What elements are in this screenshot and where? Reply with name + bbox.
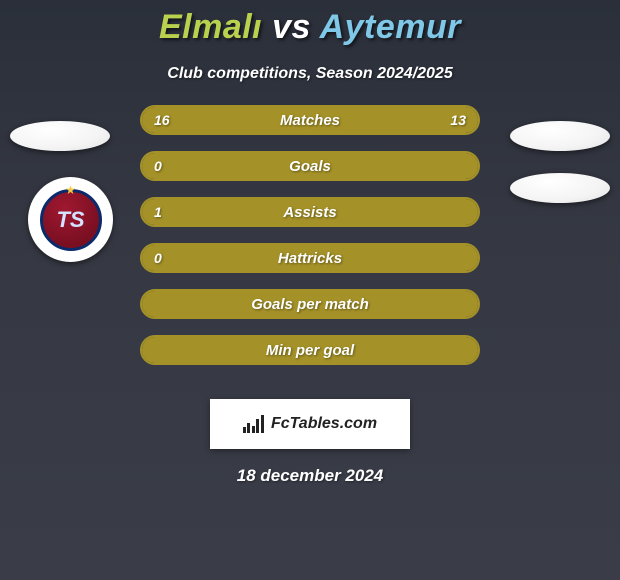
stat-value-left: 0 [154, 250, 162, 266]
stat-label: Goals [289, 158, 331, 175]
stat-label: Assists [283, 204, 336, 221]
stat-bar: 16 Matches 13 [140, 105, 480, 135]
stat-bars-container: 16 Matches 13 0 Goals 1 Assists 0 Hattricks Goals… [140, 105, 480, 381]
stat-label: Hattricks [278, 250, 342, 267]
infographic-root: Elmalı vs Aytemur Club competitions, Sea… [0, 0, 620, 580]
star-icon: ★ [65, 183, 76, 197]
subtitle: Club competitions, Season 2024/2025 [0, 65, 620, 83]
player1-avatar-placeholder [10, 121, 110, 151]
stat-value-right: 13 [450, 112, 466, 128]
club-badge-initials: TS [56, 207, 84, 233]
stat-bar: 0 Hattricks [140, 243, 480, 273]
stat-value-left: 1 [154, 204, 162, 220]
vs-text: vs [262, 8, 319, 46]
player1-club-badge: ★ TS [28, 177, 113, 262]
stat-label: Goals per match [251, 296, 369, 313]
player2-avatar-placeholder [510, 121, 610, 151]
player1-name: Elmalı [159, 8, 262, 46]
stat-bar: Min per goal [140, 335, 480, 365]
stat-bar: 0 Goals [140, 151, 480, 181]
stat-bar: Goals per match [140, 289, 480, 319]
stat-label: Matches [280, 112, 340, 129]
watermark: FcTables.com [210, 399, 410, 449]
player2-name: Aytemur [320, 8, 461, 46]
page-title: Elmalı vs Aytemur [0, 0, 620, 47]
stat-label: Min per goal [266, 342, 354, 359]
stat-value-left: 0 [154, 158, 162, 174]
watermark-text: FcTables.com [271, 415, 377, 433]
bar-chart-icon [243, 415, 265, 433]
date-text: 18 december 2024 [0, 466, 620, 486]
club-badge-inner: TS [40, 189, 102, 251]
stat-bar: 1 Assists [140, 197, 480, 227]
stat-value-left: 16 [154, 112, 170, 128]
player2-club-placeholder [510, 173, 610, 203]
